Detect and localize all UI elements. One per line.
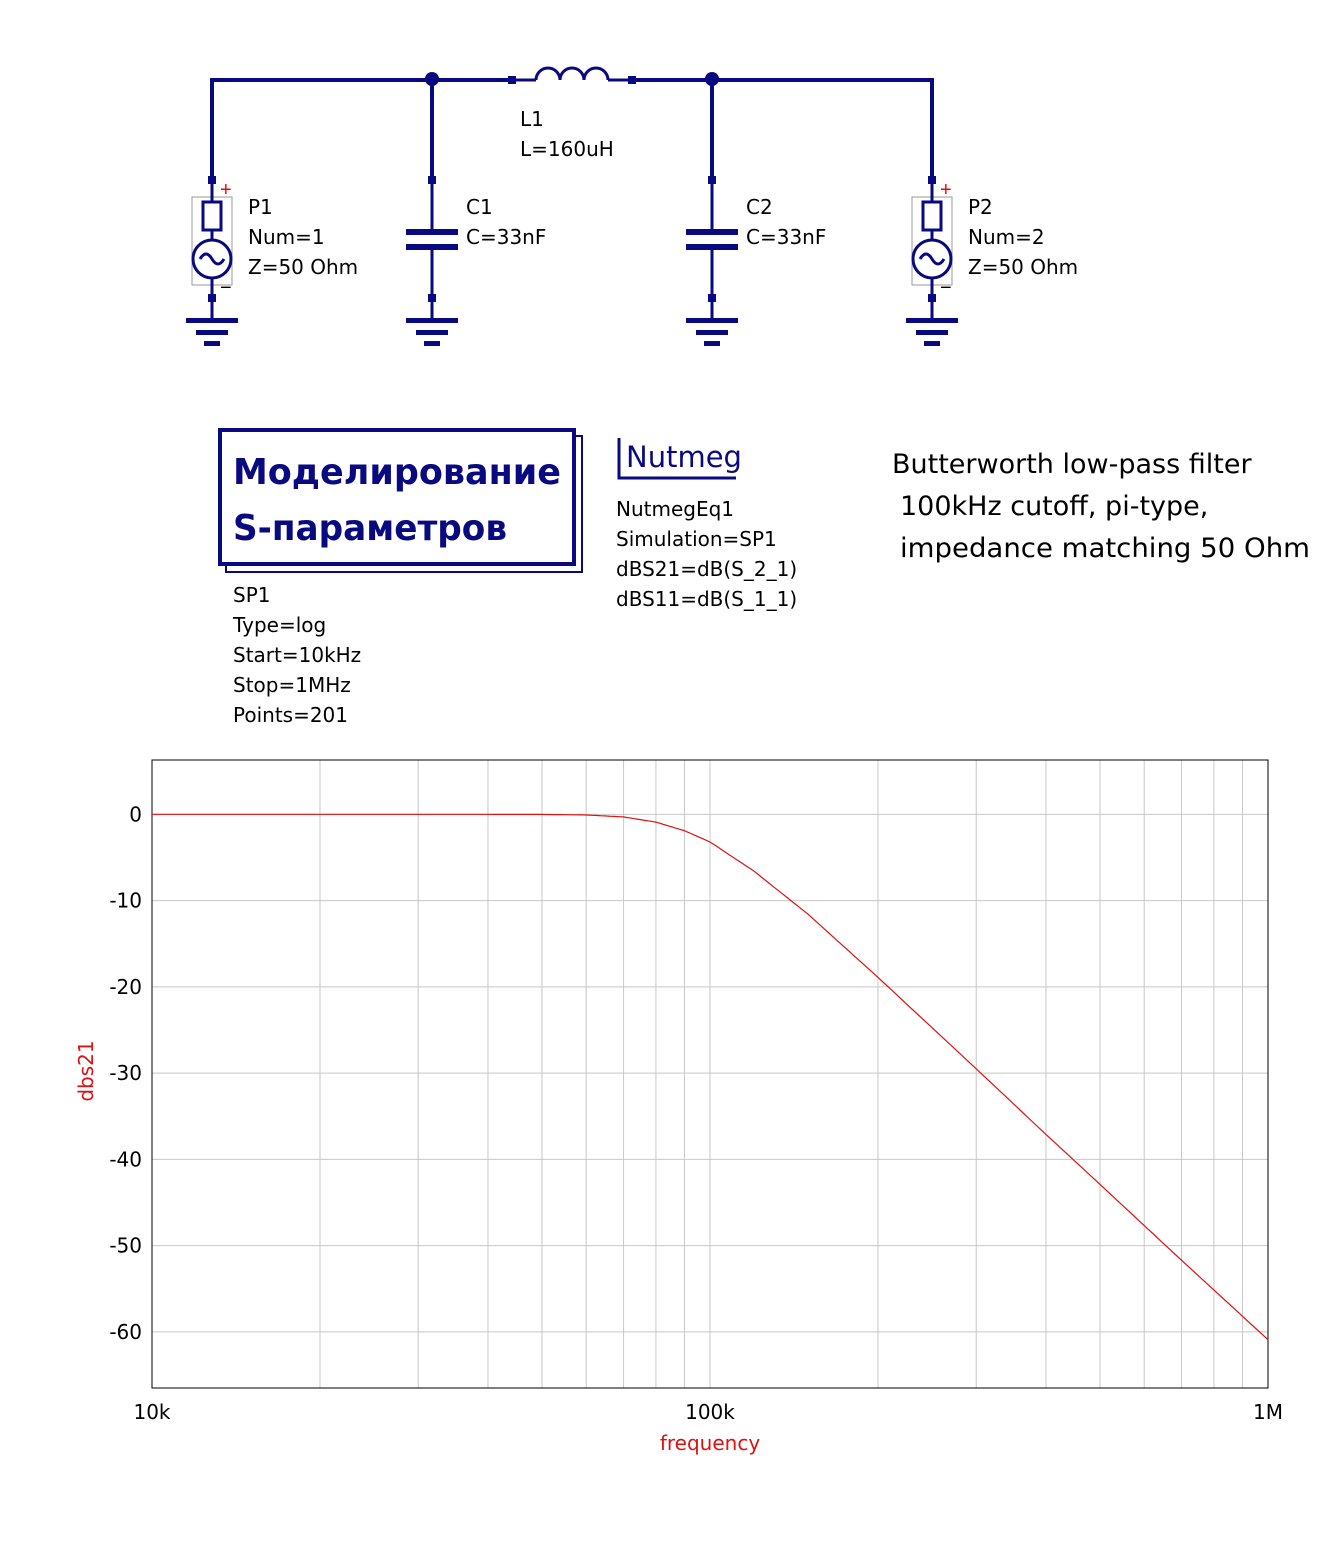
nutmeg-simulation-label: Simulation=SP1	[616, 527, 777, 551]
p2-plus-sign: +	[940, 179, 952, 201]
p1-name-label: P1	[248, 195, 273, 219]
y-tick-label: -50	[109, 1234, 142, 1258]
x-tick-label: 1M	[1253, 1400, 1283, 1424]
inductor-L1[interactable]	[508, 66, 636, 84]
trace-layer	[152, 813, 1269, 1341]
sim-points-label: Points=201	[233, 703, 348, 727]
p2-num-label: Num=2	[968, 225, 1045, 249]
l1-name-label: L1	[520, 107, 544, 131]
y-tick-label: -60	[109, 1320, 142, 1344]
x-axis-label: frequency	[660, 1431, 760, 1455]
x-tick-label: 100k	[685, 1400, 735, 1424]
ground-c2	[686, 318, 738, 346]
p2-minus-sign: −	[940, 277, 952, 299]
sim-type-label: Type=log	[232, 613, 326, 637]
y-tick-label: -10	[109, 889, 142, 913]
l1-value-label: L=160uH	[520, 137, 614, 161]
nutmeg-block[interactable]: Nutmeg	[617, 438, 742, 480]
plot-frame	[151, 759, 1269, 1389]
note-line2: 100kHz cutoff, pi-type,	[900, 491, 1208, 522]
sim-stop-label: Stop=1MHz	[233, 673, 351, 697]
nutmeg-title: Nutmeg	[626, 440, 742, 474]
sim-name-label: SP1	[233, 583, 270, 607]
y-axis-label: dbs21	[74, 1040, 98, 1101]
c1-name-label: C1	[466, 195, 493, 219]
p1-minus-sign: −	[220, 277, 232, 299]
p2-z-label: Z=50 Ohm	[968, 255, 1078, 279]
ground-c1	[406, 318, 458, 346]
y-tick-label: 0	[129, 802, 142, 826]
nutmeg-name-label: NutmegEq1	[616, 497, 734, 521]
dbs21-series-line	[152, 813, 1269, 1341]
sparam-sim-block[interactable]: Моделирование S-параметров	[218, 428, 583, 573]
p2-name-label: P2	[968, 195, 993, 219]
schematic	[186, 66, 958, 346]
junction-dot-c2	[705, 72, 719, 86]
c2-name-label: C2	[746, 195, 773, 219]
port-P2[interactable]	[911, 176, 953, 318]
tick-layer: 10k 100k 1M 0 -10 -20 -30 -40 -50 -60	[109, 802, 1283, 1424]
p1-plus-sign: +	[220, 179, 232, 201]
note-line1: Butterworth low-pass filter	[892, 449, 1252, 480]
c1-value-label: C=33nF	[466, 225, 546, 249]
y-tick-label: -30	[109, 1061, 142, 1085]
dbs21-chart[interactable]: 10k 100k 1M 0 -10 -20 -30 -40 -50 -60 frequency d…	[74, 759, 1283, 1455]
nutmeg-eq2-label: dBS11=dB(S_1_1)	[616, 587, 797, 611]
sim-title-line2: S-параметров	[233, 508, 507, 549]
x-tick-label: 10k	[133, 1400, 170, 1424]
y-tick-label: -20	[109, 975, 142, 999]
wire-top-right[interactable]	[632, 78, 934, 178]
capacitor-C1[interactable]	[406, 176, 458, 318]
sim-start-label: Start=10kHz	[233, 643, 361, 667]
port-P1[interactable]	[191, 176, 233, 318]
grid-layer	[152, 760, 1268, 1388]
capacitor-C2[interactable]	[686, 176, 738, 318]
p1-num-label: Num=1	[248, 225, 325, 249]
ground-p1	[186, 318, 238, 346]
sim-title-line1: Моделирование	[233, 452, 561, 493]
p1-z-label: Z=50 Ohm	[248, 255, 358, 279]
nutmeg-eq1-label: dBS21=dB(S_2_1)	[616, 557, 797, 581]
note-line3: impedance matching 50 Ohm	[900, 533, 1310, 564]
wire-top-left[interactable]	[210, 78, 512, 178]
junction-dot-c1	[425, 72, 439, 86]
y-tick-label: -40	[109, 1147, 142, 1171]
c2-value-label: C=33nF	[746, 225, 826, 249]
ground-p2	[906, 318, 958, 346]
